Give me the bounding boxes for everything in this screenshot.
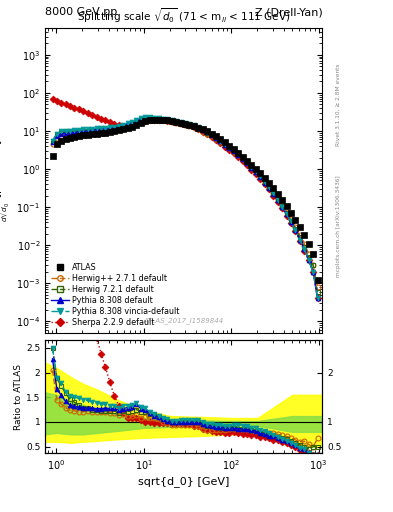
Text: 8000 GeV pp: 8000 GeV pp [45, 8, 118, 17]
Text: Z (Drell-Yan): Z (Drell-Yan) [255, 8, 322, 17]
X-axis label: sqrt{d_0} [GeV]: sqrt{d_0} [GeV] [138, 476, 230, 487]
Y-axis label: Ratio to ATLAS: Ratio to ATLAS [14, 364, 23, 430]
Text: mcplots.cern.ch [arXiv:1306.3436]: mcplots.cern.ch [arXiv:1306.3436] [336, 175, 341, 277]
Text: Rivet 3.1.10, ≥ 2.8M events: Rivet 3.1.10, ≥ 2.8M events [336, 63, 341, 145]
Legend: ATLAS, Herwig++ 2.7.1 default, Herwig 7.2.1 default, Pythia 8.308 default, Pythi: ATLAS, Herwig++ 2.7.1 default, Herwig 7.… [49, 262, 181, 329]
Title: Splitting scale $\sqrt{d_0}$ (71 < m$_{ll}$ < 111 GeV): Splitting scale $\sqrt{d_0}$ (71 < m$_{l… [77, 6, 290, 25]
Text: ATLAS_2017_I1589844: ATLAS_2017_I1589844 [143, 317, 224, 324]
Y-axis label: $\frac{d\sigma}{d\sqrt{d_0}}$ [pb,GeV$^{-1}$]: $\frac{d\sigma}{d\sqrt{d_0}}$ [pb,GeV$^{… [0, 139, 12, 222]
